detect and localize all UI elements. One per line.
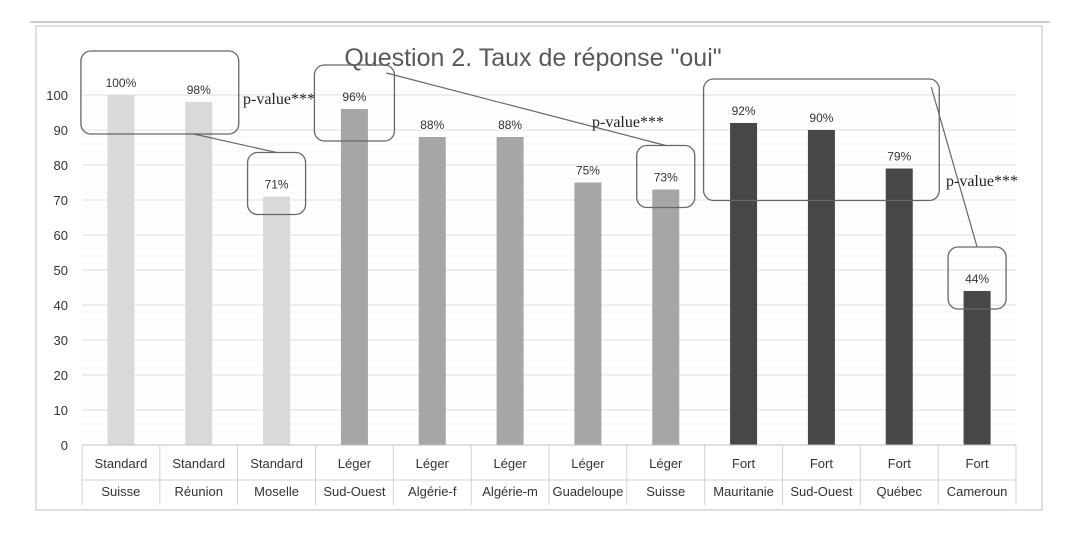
x-tick-label: Suisse	[646, 484, 685, 499]
x-group-label: Léger	[416, 456, 450, 471]
annotation-connector	[386, 72, 666, 147]
data-label: 92%	[732, 104, 756, 118]
y-tick-label: 80	[54, 158, 68, 173]
x-group-label: Léger	[493, 456, 527, 471]
x-tick-label: Cameroun	[947, 484, 1008, 499]
data-label: 98%	[187, 83, 211, 97]
bar	[107, 95, 135, 445]
x-tick-label: Mauritanie	[713, 484, 774, 499]
x-tick-label: Réunion	[175, 484, 223, 499]
x-tick-label: Algérie-m	[482, 484, 538, 499]
x-tick-label: Sud-Ouest	[323, 484, 386, 499]
y-tick-label: 70	[54, 193, 68, 208]
data-label: 88%	[498, 118, 522, 132]
bars	[107, 95, 991, 445]
data-labels: 100% 98% 71% 96% 88% 88% 75% 73% 92% 90% 79% 44%	[106, 76, 990, 286]
data-label: 73%	[654, 171, 678, 185]
x-tick-label: Suisse	[101, 484, 140, 499]
x-axis: Standard Suisse Standard Réunion Standard Mos…	[81, 444, 1017, 505]
p-value-annotation: p-value***	[946, 173, 1018, 190]
data-label: 96%	[342, 90, 366, 104]
bar	[807, 130, 835, 445]
x-group-label: Standard	[172, 456, 225, 471]
x-tick-label: Algérie-f	[408, 484, 457, 499]
p-value-annotation: p-value***	[592, 114, 664, 131]
data-label: 88%	[420, 118, 444, 132]
annotation-box	[80, 50, 240, 135]
x-group-label: Léger	[571, 456, 605, 471]
bar	[885, 168, 913, 445]
y-tick-label: 10	[54, 403, 68, 418]
y-tick-label: 0	[61, 438, 68, 453]
y-tick-label: 90	[54, 123, 68, 138]
x-tick-label: Québec	[876, 484, 922, 499]
data-label: 79%	[887, 150, 911, 164]
bar	[263, 196, 291, 445]
y-tick-label: 40	[54, 298, 68, 313]
annotation-box	[702, 78, 940, 202]
y-tick-label: 100	[46, 88, 68, 103]
x-group-label: Standard	[95, 456, 148, 471]
bar	[963, 291, 991, 445]
annotation-box	[313, 64, 396, 142]
data-label: 75%	[576, 164, 600, 178]
data-label: 100%	[106, 76, 137, 90]
p-value-annotation: p-value***	[243, 91, 315, 108]
annotation-connector	[930, 86, 978, 248]
x-group-label: Fort	[888, 456, 912, 471]
bar	[574, 182, 602, 445]
annotations: p-value*** p-value*** p-value***	[80, 50, 1018, 310]
bar	[418, 137, 446, 445]
x-group-label: Léger	[338, 456, 372, 471]
bar	[185, 102, 213, 445]
data-label: 71%	[265, 178, 289, 192]
y-axis: 0 10 20 30 40 50 60 70 80 90 100	[46, 88, 68, 453]
chart-title: Question 2. Taux de réponse "oui"	[344, 44, 721, 72]
y-tick-label: 50	[54, 263, 68, 278]
y-tick-label: 30	[54, 333, 68, 348]
bar	[652, 189, 680, 445]
data-label: 90%	[809, 111, 833, 125]
bar	[340, 109, 368, 445]
x-group-label: Standard	[250, 456, 303, 471]
bar	[730, 123, 758, 445]
x-group-label: Léger	[649, 456, 683, 471]
x-group-label: Fort	[810, 456, 834, 471]
x-group-label: Fort	[732, 456, 756, 471]
x-tick-label: Guadeloupe	[552, 484, 623, 499]
bar	[496, 137, 524, 445]
x-group-label: Fort	[966, 456, 990, 471]
data-label: 44%	[965, 272, 989, 286]
x-tick-label: Moselle	[254, 484, 299, 499]
y-tick-label: 20	[54, 368, 68, 383]
annotation-connector	[193, 133, 277, 154]
y-tick-label: 60	[54, 228, 68, 243]
x-tick-label: Sud-Ouest	[790, 484, 853, 499]
